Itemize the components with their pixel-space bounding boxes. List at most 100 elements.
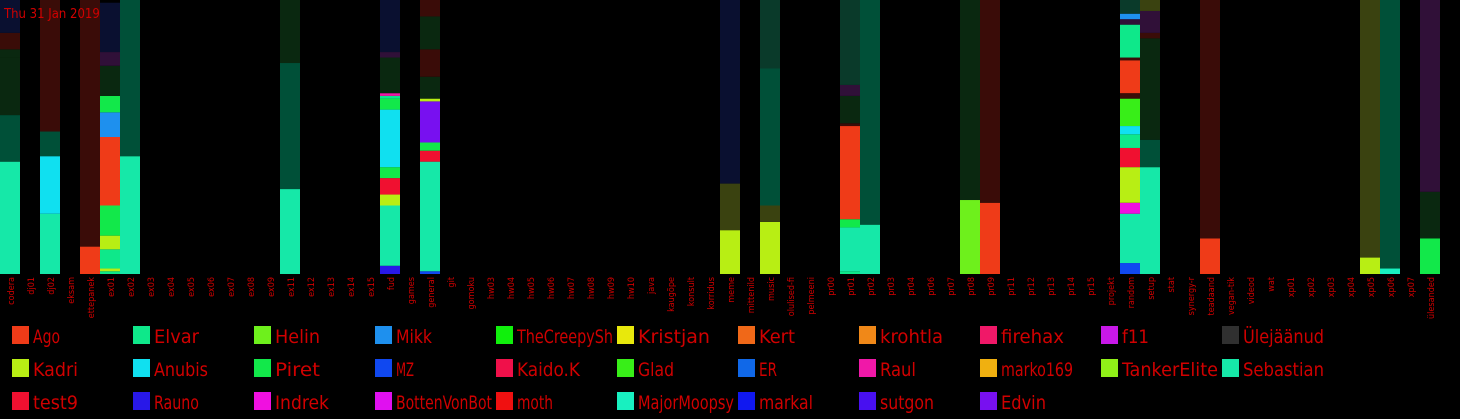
- legend-label: MZ: [396, 359, 414, 381]
- x-tick-label: ex03: [147, 277, 157, 297]
- legend-label: Glad: [638, 359, 674, 381]
- legend-item: Glad: [617, 359, 674, 381]
- bar-segment-dj02-1: [40, 156, 60, 214]
- bars: [0, 0, 1440, 274]
- bar-segment-codera-2: [0, 57, 20, 116]
- legend-item: Kaido.K: [496, 359, 581, 381]
- x-tick-label: teadaand: [1207, 277, 1217, 315]
- x-tick-label: xp06: [1387, 277, 1397, 297]
- legend-item: markal: [738, 392, 813, 414]
- bar-segment-random-8: [1120, 93, 1140, 99]
- bar-segment-pr01-2: [840, 219, 860, 228]
- x-tick-label: ex08: [247, 277, 257, 297]
- legend-swatch: [496, 392, 513, 410]
- legend-label: Kadri: [33, 359, 78, 381]
- legend-swatch: [859, 392, 876, 410]
- x-tick-label: ex06: [207, 277, 217, 297]
- legend-item: Mikk: [375, 326, 432, 348]
- bar-segment-random-6: [1120, 126, 1140, 135]
- x-tick-label: dj01: [27, 277, 37, 295]
- legend-label: Elvar: [154, 326, 200, 348]
- legend-item: Kristjan: [617, 326, 710, 348]
- bar-segment-pr02-0: [860, 224, 880, 274]
- legend-label: TankerElite: [1121, 359, 1218, 381]
- bar-segment-random-13: [1120, 13, 1140, 20]
- bar-segment-random-7: [1120, 98, 1140, 127]
- x-tick-label: vegan-tik: [1227, 277, 1237, 315]
- x-tick-label: ex07: [227, 277, 237, 297]
- x-tick-label: hw08: [587, 277, 597, 299]
- legend-swatch: [1222, 326, 1239, 344]
- bar-segment-general-2: [420, 150, 440, 162]
- legend-label: Piret: [275, 359, 320, 381]
- legend-swatch: [375, 392, 392, 410]
- legend-swatch: [859, 326, 876, 344]
- x-tick-label: pr11: [1007, 277, 1017, 296]
- bar-segment-pr08-0: [960, 200, 980, 274]
- bar-segment-teadaand-1: [1200, 0, 1220, 239]
- x-tick-label: kaugõpe: [667, 277, 677, 312]
- bar-segment-xp06-0: [1380, 268, 1400, 274]
- x-tick-label: ex05: [187, 277, 197, 297]
- legend-swatch: [12, 326, 29, 344]
- bar-segment-fud-9: [380, 57, 400, 94]
- x-tick-label: ex14: [347, 277, 357, 297]
- x-tick-label: xp01: [1287, 277, 1297, 297]
- x-tick-labels: codera dj01 dj02 eksam ettepanek ex01 ex02 ex03…: [7, 276, 1437, 319]
- bar-segment-ex01-8: [100, 65, 120, 96]
- x-tick-label: hw06: [547, 277, 557, 299]
- bar-segment-codera-1: [0, 115, 20, 162]
- x-tick-label: hw10: [627, 277, 637, 299]
- legend-item: Edvin: [980, 392, 1046, 414]
- x-tick-label: pr00: [827, 277, 837, 296]
- legend-item: BottenVonBot: [375, 392, 492, 414]
- legend-swatch: [133, 326, 150, 344]
- x-tick-label: ex12: [307, 277, 317, 297]
- legend-label: Kristjan: [638, 326, 710, 348]
- bar-segment-general-0: [420, 271, 440, 274]
- x-tick-label: xp02: [1307, 277, 1317, 297]
- legend-item: f11: [1101, 326, 1149, 348]
- bar-segment-random-12: [1120, 19, 1140, 25]
- bar-segment-dj02-0: [40, 213, 60, 274]
- legend-label: firehax: [1001, 326, 1064, 348]
- x-tick-label: ex09: [267, 277, 277, 297]
- legend-swatch: [12, 392, 29, 410]
- x-tick-label: random: [1127, 277, 1137, 309]
- x-tick-label: pr12: [1027, 277, 1037, 296]
- bar-segment-random-10: [1120, 57, 1140, 61]
- x-tick-label: mittenild: [747, 277, 757, 313]
- x-tick-label: pelmeeni: [807, 277, 817, 315]
- bar-segment-random-1: [1120, 213, 1140, 264]
- bar-segment-xp05-0: [1360, 257, 1380, 274]
- bar-segment-random-5: [1120, 134, 1140, 148]
- x-tick-label: ex01: [107, 277, 117, 297]
- legend-swatch: [1101, 359, 1118, 377]
- legend-item: Elvar: [133, 326, 200, 348]
- legend-label: BottenVonBot: [396, 392, 492, 414]
- legend-swatch: [375, 326, 392, 344]
- legend-label: markal: [759, 392, 813, 414]
- x-tick-label: videod: [1247, 277, 1257, 304]
- legend-swatch: [496, 326, 513, 344]
- x-tick-label: hw04: [507, 277, 517, 299]
- x-tick-label: codera: [7, 277, 17, 305]
- bar-segment-ülesanded-1: [1420, 191, 1440, 239]
- bar-segment-pr01-3: [840, 126, 860, 220]
- bar-segment-fud-1: [380, 205, 400, 266]
- bar-segment-dj02-3: [40, 0, 60, 132]
- legend-item: Anubis: [133, 359, 208, 381]
- bar-segment-music-2: [760, 68, 780, 206]
- x-tick-label: ex13: [327, 277, 337, 297]
- x-tick-label: general: [427, 277, 437, 308]
- x-tick-label: pr02: [867, 277, 877, 296]
- bar-segment-pr01-6: [840, 84, 860, 96]
- bar-segment-music-1: [760, 205, 780, 222]
- legend-swatch: [254, 359, 271, 377]
- x-tick-label: meme: [727, 277, 737, 303]
- bar-segment-general-5: [420, 98, 440, 102]
- x-tick-label: java: [647, 277, 657, 295]
- legend-label: Mikk: [396, 326, 432, 348]
- bar-segment-ex01-0: [100, 271, 120, 274]
- legend-label: MajorMoopsy: [638, 392, 734, 414]
